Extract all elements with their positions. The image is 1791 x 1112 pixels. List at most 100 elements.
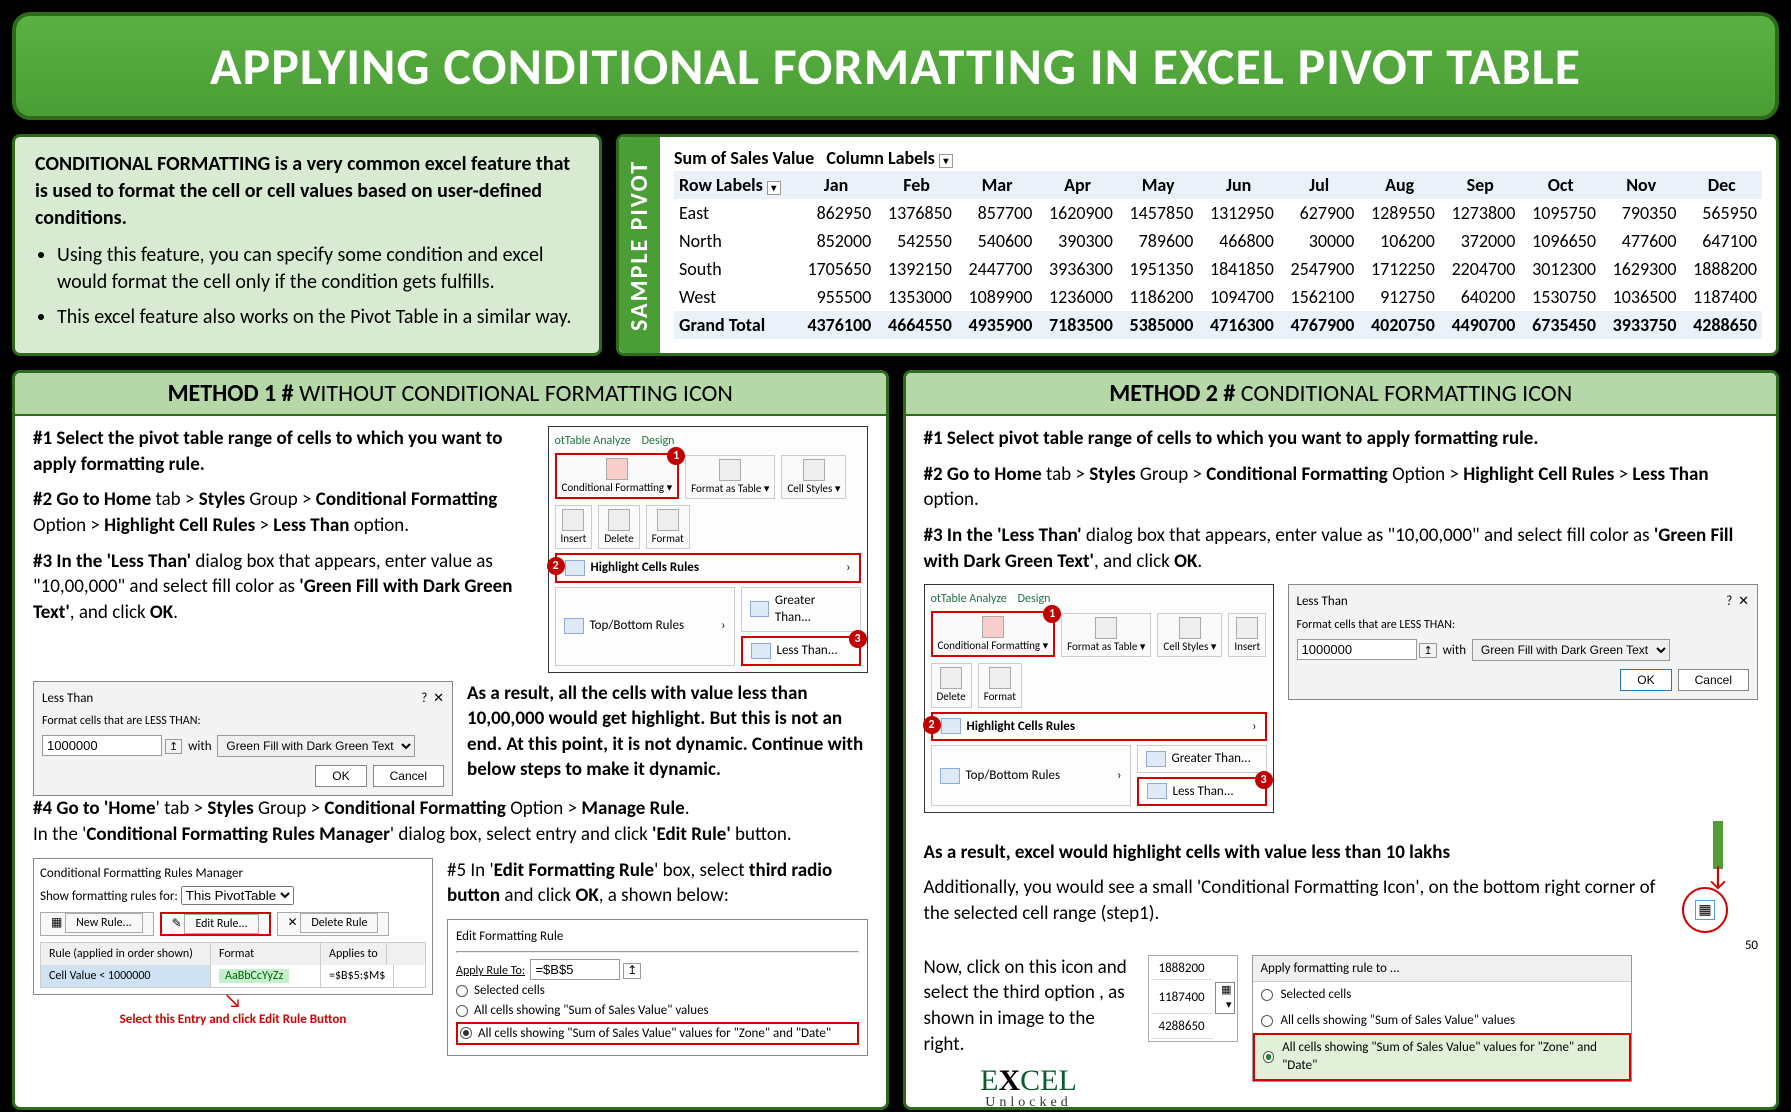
method-1-header: METHOD 1 # WITHOUT CONDITIONAL FORMATTIN… [15, 373, 886, 416]
less-than-dialog-2: Less Than? ✕ Format cells that are LESS … [1288, 584, 1759, 700]
edit-rule-button[interactable]: ✎ Edit Rule... [160, 912, 271, 936]
month-header: Nov [1601, 171, 1682, 199]
sample-pivot-tab: SAMPLE PIVOT [619, 137, 660, 353]
format-as-table-button[interactable]: Format as Table ▾ [685, 455, 775, 499]
cf-icon-callout: ↓ ▦ 50 [1678, 821, 1758, 955]
mini-cells: 1888200 1187400▦ ▾ 4288650 [1148, 955, 1238, 1042]
cell-styles-button[interactable]: Cell Styles ▾ [1157, 613, 1222, 657]
month-header: Oct [1520, 171, 1601, 199]
delete-button[interactable]: Delete [931, 663, 972, 707]
ribbon-screenshot-2: otTable Analyze Design 1Conditional Form… [924, 584, 1274, 813]
cancel-button[interactable]: Cancel [373, 765, 444, 787]
format-button[interactable]: Format [978, 663, 1022, 707]
pivot-measure: Sum of Sales Value [674, 147, 814, 169]
intro-lead: CONDITIONAL FORMATTING is a very common … [35, 152, 570, 230]
m1-step2: #2 Go to Home tab > Styles Group > Condi… [33, 487, 534, 538]
col-dropdown-icon[interactable]: ▾ [939, 154, 953, 168]
table-row: South17056501392150244770039363001951350… [674, 255, 1762, 283]
edit-rule-dialog: Edit Formatting Rule Apply Rule To: ↥ Se… [447, 919, 868, 1056]
rules-manager-dialog: Conditional Formatting Rules Manager Sho… [33, 858, 433, 996]
less-than-dialog: Less Than? ✕ Format cells that are LESS … [33, 681, 453, 797]
cf-smart-icon[interactable]: ▦ ▾ [1215, 982, 1235, 1014]
radio-selected-cells[interactable]: Selected cells [456, 982, 859, 1000]
pivot-col-label: Column Labels [826, 147, 934, 169]
highlight-cells-rules-item[interactable]: 2Highlight Cells Rules› [555, 553, 861, 583]
m1-step3: #3 In the 'Less Than' dialog box that ap… [33, 549, 534, 626]
cf-smart-icon[interactable]: ▦ [1695, 900, 1715, 920]
m1-result-text: As a result, all the cells with value le… [467, 681, 868, 784]
less-than-item[interactable]: 3Less Than... [1137, 777, 1267, 807]
rule-row[interactable]: Cell Value < 1000000AaBbCcYyZz=$B$5:$M$ [41, 965, 425, 987]
less-than-item[interactable]: 3Less Than... [741, 636, 861, 666]
m1-step4: #4 Go to 'Home' tab > Styles Group > Con… [33, 796, 868, 847]
ribbon-screenshot: otTable Analyze Design 1Conditional Form… [548, 426, 868, 673]
m2-step3: #3 In the 'Less Than' dialog box that ap… [924, 523, 1759, 574]
format-button[interactable]: Format [646, 505, 690, 549]
fill-select[interactable]: Green Fill with Dark Green Text [217, 735, 415, 757]
ok-button[interactable]: OK [1620, 669, 1671, 691]
month-header: Mar [957, 171, 1038, 199]
m2-result1: As a result, excel would highlight cells… [924, 840, 1665, 866]
less-than-value-input[interactable] [1297, 639, 1417, 660]
arrow-icon: ↘ [33, 995, 433, 1007]
table-row: East862950137685085770016209001457850131… [674, 199, 1762, 227]
table-row: West955500135300010899001236000118620010… [674, 283, 1762, 311]
m2-step4: Now, click on this icon and select the t… [924, 955, 1134, 1058]
popup-all-cells-zone-date[interactable]: All cells showing "Sum of Sales Value" v… [1253, 1033, 1631, 1080]
popup-all-cells[interactable]: All cells showing "Sum of Sales Value" v… [1253, 1008, 1631, 1034]
month-header: Feb [876, 171, 957, 199]
radio-all-cells-zone-date[interactable]: All cells showing "Sum of Sales Value" v… [456, 1022, 859, 1046]
conditional-formatting-button[interactable]: 1Conditional Formatting ▾ [555, 453, 680, 499]
format-as-table-button[interactable]: Format as Table ▾ [1061, 613, 1151, 657]
conditional-formatting-button[interactable]: 1Conditional Formatting ▾ [931, 611, 1056, 657]
greater-than-item[interactable]: Greater Than... [741, 587, 861, 632]
fill-select[interactable]: Green Fill with Dark Green Text [1472, 639, 1670, 661]
page-title: APPLYING CONDITIONAL FORMATTING IN EXCEL… [12, 12, 1779, 120]
radio-all-cells[interactable]: All cells showing "Sum of Sales Value" v… [456, 1002, 859, 1020]
insert-button[interactable]: Insert [1228, 613, 1266, 657]
grand-total-row: Grand Total43761004664550493590071835005… [674, 311, 1762, 339]
popup-selected-cells[interactable]: Selected cells [1253, 982, 1631, 1008]
pivot-table: Row Labels ▾ JanFebMarAprMayJunJulAugSepO… [674, 171, 1762, 339]
month-header: Jul [1279, 171, 1360, 199]
scope-select[interactable]: This PivotTable [181, 886, 294, 905]
insert-button[interactable]: Insert [555, 505, 593, 549]
row-labels-header: Row Labels [679, 174, 763, 196]
m1-step5: #5 In 'Edit Formatting Rule' box, select… [447, 858, 868, 909]
delete-button[interactable]: Delete [598, 505, 639, 549]
apply-ref-input[interactable] [530, 959, 620, 980]
top-bottom-rules-item[interactable]: Top/Bottom Rules› [555, 587, 735, 666]
ok-button[interactable]: OK [315, 765, 366, 787]
red-note: Select this Entry and click Edit Rule Bu… [33, 1011, 433, 1029]
m2-step1: #1 Select pivot table range of cells to … [924, 426, 1759, 452]
apply-rule-popup: Apply formatting rule to ... Selected ce… [1252, 955, 1632, 1082]
method-1-panel: METHOD 1 # WITHOUT CONDITIONAL FORMATTIN… [12, 370, 889, 1110]
month-header: Apr [1037, 171, 1118, 199]
cancel-button[interactable]: Cancel [1678, 669, 1749, 691]
delete-rule-button[interactable]: ✕ Delete Rule [277, 912, 390, 936]
intro-bullet-1: Using this feature, you can specify some… [57, 242, 579, 296]
new-rule-button[interactable]: ▦ New Rule... [40, 912, 154, 936]
month-header: Jun [1198, 171, 1279, 199]
month-header: Sep [1440, 171, 1521, 199]
month-header: Jan [796, 171, 877, 199]
month-header: May [1118, 171, 1199, 199]
row-dropdown-icon[interactable]: ▾ [767, 181, 781, 195]
greater-than-item[interactable]: Greater Than... [1137, 745, 1267, 773]
intro-panel: CONDITIONAL FORMATTING is a very common … [12, 134, 602, 356]
intro-bullet-2: This excel feature also works on the Piv… [57, 304, 579, 331]
method-2-header: METHOD 2 # CONDITIONAL FORMATTING ICON [906, 373, 1777, 416]
table-row: North85200054255054060039030078960046680… [674, 227, 1762, 255]
highlight-cells-rules-item[interactable]: 2Highlight Cells Rules› [931, 712, 1267, 742]
excel-unlocked-logo: EXCEL Unlocked [924, 1067, 1134, 1109]
method-2-panel: METHOD 2 # CONDITIONAL FORMATTING ICON #… [903, 370, 1780, 1110]
m2-result2: Additionally, you would see a small 'Con… [924, 875, 1665, 926]
cell-styles-button[interactable]: Cell Styles ▾ [781, 455, 846, 499]
sample-pivot-panel: SAMPLE PIVOT Sum of Sales Value Column L… [616, 134, 1779, 356]
top-bottom-rules-item[interactable]: Top/Bottom Rules› [931, 745, 1131, 806]
m1-step1: #1 Select the pivot table range of cells… [33, 426, 534, 477]
month-header: Aug [1359, 171, 1440, 199]
less-than-value-input[interactable] [42, 735, 162, 756]
month-header: Dec [1681, 171, 1762, 199]
m2-step2: #2 Go to Home tab > Styles Group > Condi… [924, 462, 1759, 513]
